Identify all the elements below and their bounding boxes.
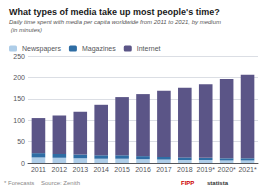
svg-text:FIPP: FIPP [181,180,194,186]
svg-text:Internet: Internet [137,45,161,52]
svg-text:2013: 2013 [72,166,88,173]
svg-text:2015: 2015 [114,166,130,173]
svg-text:2020*: 2020* [217,166,236,173]
svg-text:250: 250 [13,53,25,60]
svg-text:2011: 2011 [31,166,46,173]
svg-text:2018: 2018 [177,166,193,173]
svg-text:50: 50 [17,138,25,145]
svg-text:What types of media take up mo: What types of media take up most people'… [9,7,220,17]
svg-text:2017: 2017 [156,166,172,173]
svg-text:200: 200 [13,74,25,81]
svg-text:2021*: 2021* [238,166,257,173]
svg-text:2016: 2016 [135,166,151,173]
svg-text:2019*: 2019* [197,166,216,173]
svg-text:150: 150 [13,95,25,102]
svg-text:Magazines: Magazines [82,45,116,53]
svg-text:0: 0 [21,160,25,167]
svg-text:2012: 2012 [52,166,68,173]
svg-text:2014: 2014 [93,166,109,173]
svg-text:Newspapers: Newspapers [22,45,61,53]
svg-text:* Forecasts Source: Zenith: * Forecasts Source: Zenith [4,180,80,186]
svg-text:(in minutes): (in minutes) [9,27,42,33]
svg-text:statista: statista [207,180,229,186]
svg-text:100: 100 [13,117,25,124]
svg-text:Daily time spent with media pe: Daily time spent with media per capita w… [9,19,221,25]
